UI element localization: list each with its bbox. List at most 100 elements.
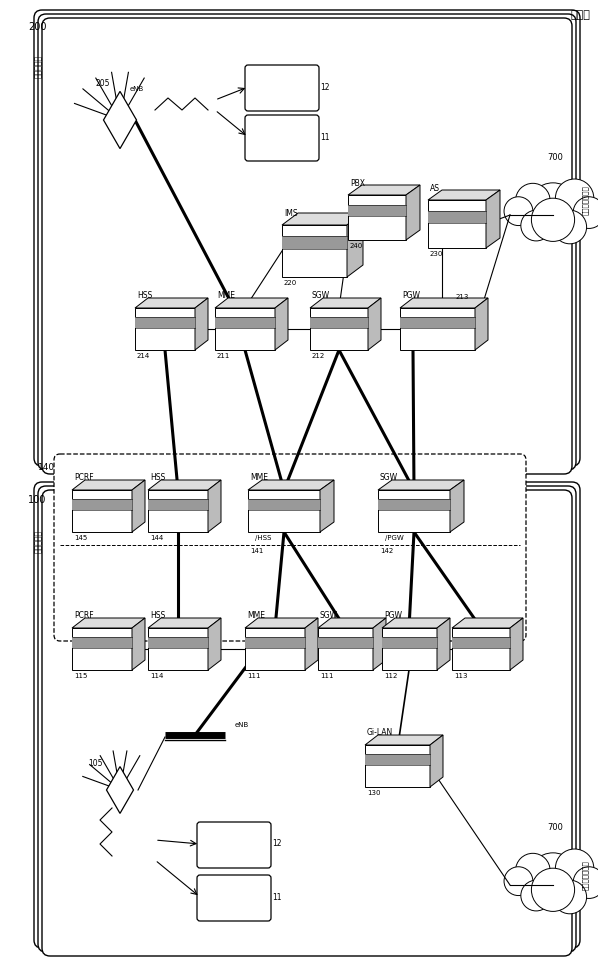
Polygon shape bbox=[428, 200, 486, 248]
Polygon shape bbox=[132, 618, 145, 670]
Text: インターネット: インターネット bbox=[582, 185, 588, 215]
Text: 11: 11 bbox=[320, 133, 329, 141]
Polygon shape bbox=[282, 225, 347, 277]
Text: SGW: SGW bbox=[312, 291, 330, 300]
Text: 112: 112 bbox=[384, 673, 398, 679]
Text: 142: 142 bbox=[380, 548, 393, 554]
Polygon shape bbox=[245, 628, 305, 670]
Polygon shape bbox=[320, 480, 334, 532]
Circle shape bbox=[556, 849, 594, 888]
Polygon shape bbox=[318, 628, 373, 670]
Text: HSS: HSS bbox=[150, 473, 165, 482]
Polygon shape bbox=[428, 190, 500, 200]
Polygon shape bbox=[382, 638, 437, 647]
Text: 115: 115 bbox=[74, 673, 87, 679]
Polygon shape bbox=[103, 91, 136, 148]
Text: 130: 130 bbox=[367, 790, 380, 796]
Polygon shape bbox=[148, 499, 208, 510]
Text: 214: 214 bbox=[137, 353, 150, 359]
Text: SGW: SGW bbox=[320, 611, 338, 620]
Polygon shape bbox=[248, 499, 320, 510]
Text: PCRF: PCRF bbox=[74, 473, 94, 482]
FancyBboxPatch shape bbox=[34, 10, 580, 466]
Polygon shape bbox=[72, 499, 132, 510]
Text: 230: 230 bbox=[430, 251, 443, 257]
Circle shape bbox=[528, 183, 578, 233]
Polygon shape bbox=[348, 204, 406, 216]
Polygon shape bbox=[148, 618, 221, 628]
Polygon shape bbox=[452, 618, 523, 628]
Text: AS: AS bbox=[430, 184, 440, 193]
Polygon shape bbox=[72, 490, 132, 532]
Text: /HSS: /HSS bbox=[255, 535, 271, 541]
Polygon shape bbox=[437, 618, 450, 670]
Polygon shape bbox=[400, 308, 475, 350]
Circle shape bbox=[504, 866, 533, 895]
FancyBboxPatch shape bbox=[54, 454, 526, 641]
Polygon shape bbox=[135, 298, 208, 308]
Circle shape bbox=[521, 880, 551, 911]
Polygon shape bbox=[245, 618, 318, 628]
Polygon shape bbox=[430, 735, 443, 787]
FancyBboxPatch shape bbox=[197, 822, 271, 868]
Polygon shape bbox=[245, 638, 305, 647]
Polygon shape bbox=[282, 213, 363, 225]
Polygon shape bbox=[215, 317, 275, 328]
Polygon shape bbox=[347, 213, 363, 277]
Polygon shape bbox=[475, 298, 488, 350]
Polygon shape bbox=[148, 638, 208, 647]
FancyBboxPatch shape bbox=[38, 14, 576, 470]
Circle shape bbox=[528, 853, 578, 903]
Circle shape bbox=[553, 880, 587, 914]
Polygon shape bbox=[310, 298, 381, 308]
FancyBboxPatch shape bbox=[38, 486, 576, 952]
Text: PGW: PGW bbox=[402, 291, 420, 300]
Text: HSS: HSS bbox=[137, 291, 152, 300]
Polygon shape bbox=[365, 735, 443, 745]
Text: 第２通信網: 第２通信網 bbox=[33, 55, 42, 78]
Circle shape bbox=[504, 197, 533, 226]
Text: 111: 111 bbox=[320, 673, 334, 679]
Text: PGW: PGW bbox=[384, 611, 402, 620]
Text: 114: 114 bbox=[150, 673, 163, 679]
Text: 144: 144 bbox=[150, 535, 163, 541]
Polygon shape bbox=[208, 618, 221, 670]
Text: 105: 105 bbox=[88, 759, 102, 768]
Polygon shape bbox=[135, 317, 195, 328]
Polygon shape bbox=[72, 638, 132, 647]
FancyBboxPatch shape bbox=[42, 490, 572, 956]
Polygon shape bbox=[132, 480, 145, 532]
Polygon shape bbox=[310, 317, 368, 328]
Text: Gi-LAN: Gi-LAN bbox=[367, 728, 393, 737]
Text: ・・・: ・・・ bbox=[570, 10, 590, 20]
Polygon shape bbox=[382, 618, 450, 628]
Polygon shape bbox=[373, 618, 386, 670]
Text: eNB: eNB bbox=[235, 722, 249, 728]
Polygon shape bbox=[310, 308, 368, 350]
Text: 220: 220 bbox=[284, 280, 297, 286]
Polygon shape bbox=[452, 638, 510, 647]
Text: 700: 700 bbox=[547, 823, 563, 832]
Text: 11: 11 bbox=[272, 892, 282, 901]
Text: 145: 145 bbox=[74, 535, 87, 541]
Polygon shape bbox=[148, 490, 208, 532]
FancyBboxPatch shape bbox=[42, 18, 572, 474]
Polygon shape bbox=[365, 754, 430, 765]
Text: HSS: HSS bbox=[150, 611, 165, 620]
Text: 213: 213 bbox=[456, 294, 469, 300]
Polygon shape bbox=[378, 490, 450, 532]
Text: 113: 113 bbox=[454, 673, 468, 679]
Text: 12: 12 bbox=[272, 839, 282, 849]
Polygon shape bbox=[215, 308, 275, 350]
Text: 141: 141 bbox=[250, 548, 263, 554]
Circle shape bbox=[556, 179, 594, 217]
Text: 第１通信網: 第１通信網 bbox=[33, 530, 42, 553]
Polygon shape bbox=[378, 499, 450, 510]
Text: PBX: PBX bbox=[350, 179, 365, 188]
Circle shape bbox=[532, 199, 575, 241]
Text: 205: 205 bbox=[95, 79, 109, 88]
Text: 700: 700 bbox=[547, 153, 563, 162]
Polygon shape bbox=[450, 480, 464, 532]
Polygon shape bbox=[72, 618, 145, 628]
FancyBboxPatch shape bbox=[245, 115, 319, 161]
